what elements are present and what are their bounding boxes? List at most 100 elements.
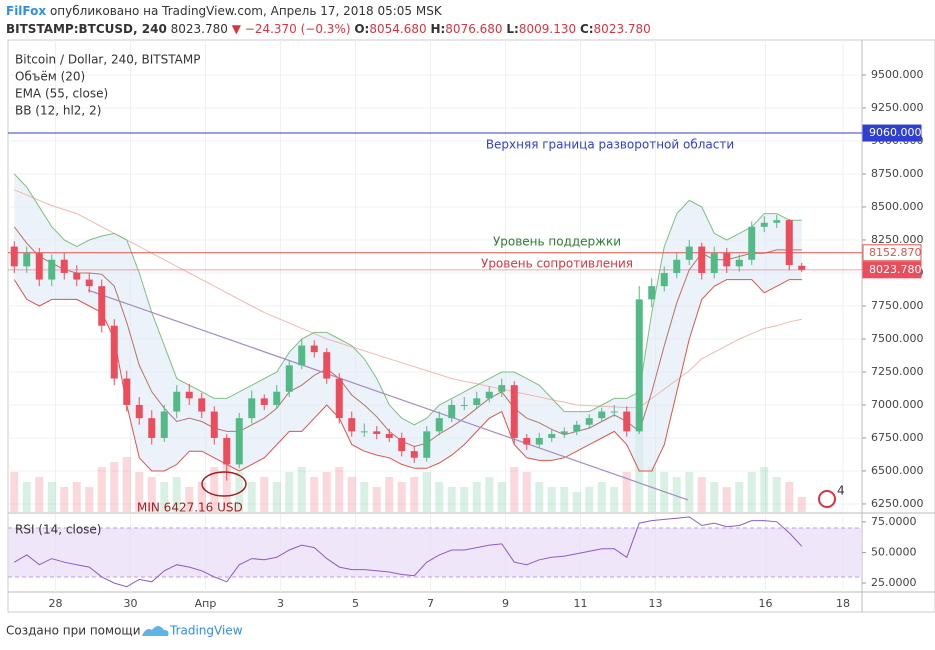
level-label-box	[862, 244, 922, 262]
candle-body	[673, 259, 681, 273]
volume-bar	[297, 467, 306, 512]
volume-bar	[647, 467, 656, 512]
x-tick-label: 3	[277, 597, 284, 610]
volume-bar	[622, 472, 631, 512]
volume-bar	[35, 477, 44, 512]
x-tick-label: Апр	[195, 597, 217, 610]
y-tick-label: 7500.000	[871, 332, 924, 345]
candle-body	[710, 253, 718, 273]
candle-body	[585, 418, 593, 425]
candle-body	[48, 259, 56, 280]
candle-body	[648, 286, 656, 300]
volume-bar	[272, 482, 281, 512]
volume-bar	[122, 457, 131, 512]
legend-bb: BB (12, hl2, 2)	[15, 104, 101, 118]
candle-body	[110, 325, 118, 379]
candle-body	[323, 352, 331, 379]
volume-bar	[22, 482, 31, 512]
volume-bar	[485, 477, 494, 512]
price-change: ▼ −24.370 (−0.3%)	[232, 22, 351, 36]
candle-body	[735, 259, 743, 267]
tradingview-logo	[142, 626, 169, 636]
volume-bar	[72, 482, 81, 512]
candle-body	[698, 246, 706, 273]
volume-bar	[710, 482, 719, 512]
event-icon[interactable]	[818, 490, 836, 508]
volume-bar	[672, 477, 681, 512]
volume-bar	[585, 487, 594, 512]
volume-bar	[697, 477, 706, 512]
volume-bar	[572, 492, 581, 512]
x-tick-label: 7	[427, 597, 434, 610]
volume-bar	[172, 477, 181, 512]
candle-body	[685, 246, 693, 260]
volume-bar	[735, 482, 744, 512]
y-tick-label: 6500.000	[871, 464, 924, 477]
x-tick-label: 9	[502, 597, 509, 610]
candle-body	[185, 391, 193, 399]
volume-bar	[210, 467, 219, 512]
volume-bar	[360, 482, 369, 512]
legend-ema: EMA (55, close)	[15, 87, 108, 101]
candle-body	[23, 253, 31, 267]
volume-bar	[10, 472, 19, 512]
ema-line	[14, 189, 802, 409]
volume-bar	[185, 487, 194, 512]
volume-bar	[772, 477, 781, 512]
last-price: 8023.780	[171, 22, 228, 36]
volume-bar	[422, 472, 431, 512]
volume-bar	[160, 482, 169, 512]
x-tick-label: 11	[574, 597, 588, 610]
candle-body	[610, 411, 618, 413]
volume-bar	[222, 462, 231, 512]
header-line-2: BITSTAMP:BTCUSD, 240 8023.780 ▼ −24.370 …	[6, 22, 651, 36]
x-tick-label: 5	[352, 597, 359, 610]
rsi-line	[14, 516, 803, 588]
volume-bar	[60, 487, 69, 512]
volume-bar	[597, 482, 606, 512]
candle-body	[73, 272, 81, 280]
x-tick-label: 30	[124, 597, 138, 610]
candle-body	[748, 226, 756, 260]
candle-body	[498, 385, 506, 392]
candle-body	[435, 418, 443, 432]
volume-bar	[372, 487, 381, 512]
volume-bar	[747, 472, 756, 512]
candle-body	[173, 391, 181, 412]
candle-body	[235, 418, 243, 465]
rsi-legend: RSI (14, close)	[15, 523, 101, 537]
volume-bar	[435, 482, 444, 512]
publisher: FilFox	[6, 4, 46, 18]
x-tick-label: 28	[49, 597, 63, 610]
y-tick-label: 9250.000	[871, 101, 924, 114]
trendline	[87, 289, 689, 501]
volume-bar	[722, 487, 731, 512]
l-label: L:	[506, 22, 518, 36]
candle-body	[160, 411, 168, 438]
candle-body	[785, 220, 793, 266]
y-tick-label: 8500.000	[871, 200, 924, 213]
rsi-tick-label: 25.0000	[871, 576, 917, 589]
candle-body	[523, 437, 531, 445]
level-label-box	[862, 124, 922, 142]
candle-body	[273, 391, 281, 405]
candle-body	[560, 431, 568, 434]
candle-body	[623, 411, 631, 432]
candle-body	[423, 431, 431, 458]
y-tick-label: 7250.000	[871, 365, 924, 378]
candle-body	[660, 272, 668, 287]
candle-body	[248, 398, 256, 419]
volume-bar	[522, 472, 531, 512]
chart-title: Bitcoin / Dollar, 240, BITSTAMP	[15, 53, 200, 67]
candle-body	[98, 286, 106, 326]
candle-body	[548, 433, 556, 438]
y-tick-label: 6750.000	[871, 431, 924, 444]
volume-bar	[97, 467, 106, 512]
min-annotation: MIN 6427.16 USD	[137, 501, 243, 515]
y-tick-label: 7750.000	[871, 299, 924, 312]
footer-brand[interactable]: TradingView	[169, 624, 243, 638]
volume-bar	[110, 462, 119, 512]
volume-bar	[260, 477, 269, 512]
candle-body	[510, 385, 518, 438]
